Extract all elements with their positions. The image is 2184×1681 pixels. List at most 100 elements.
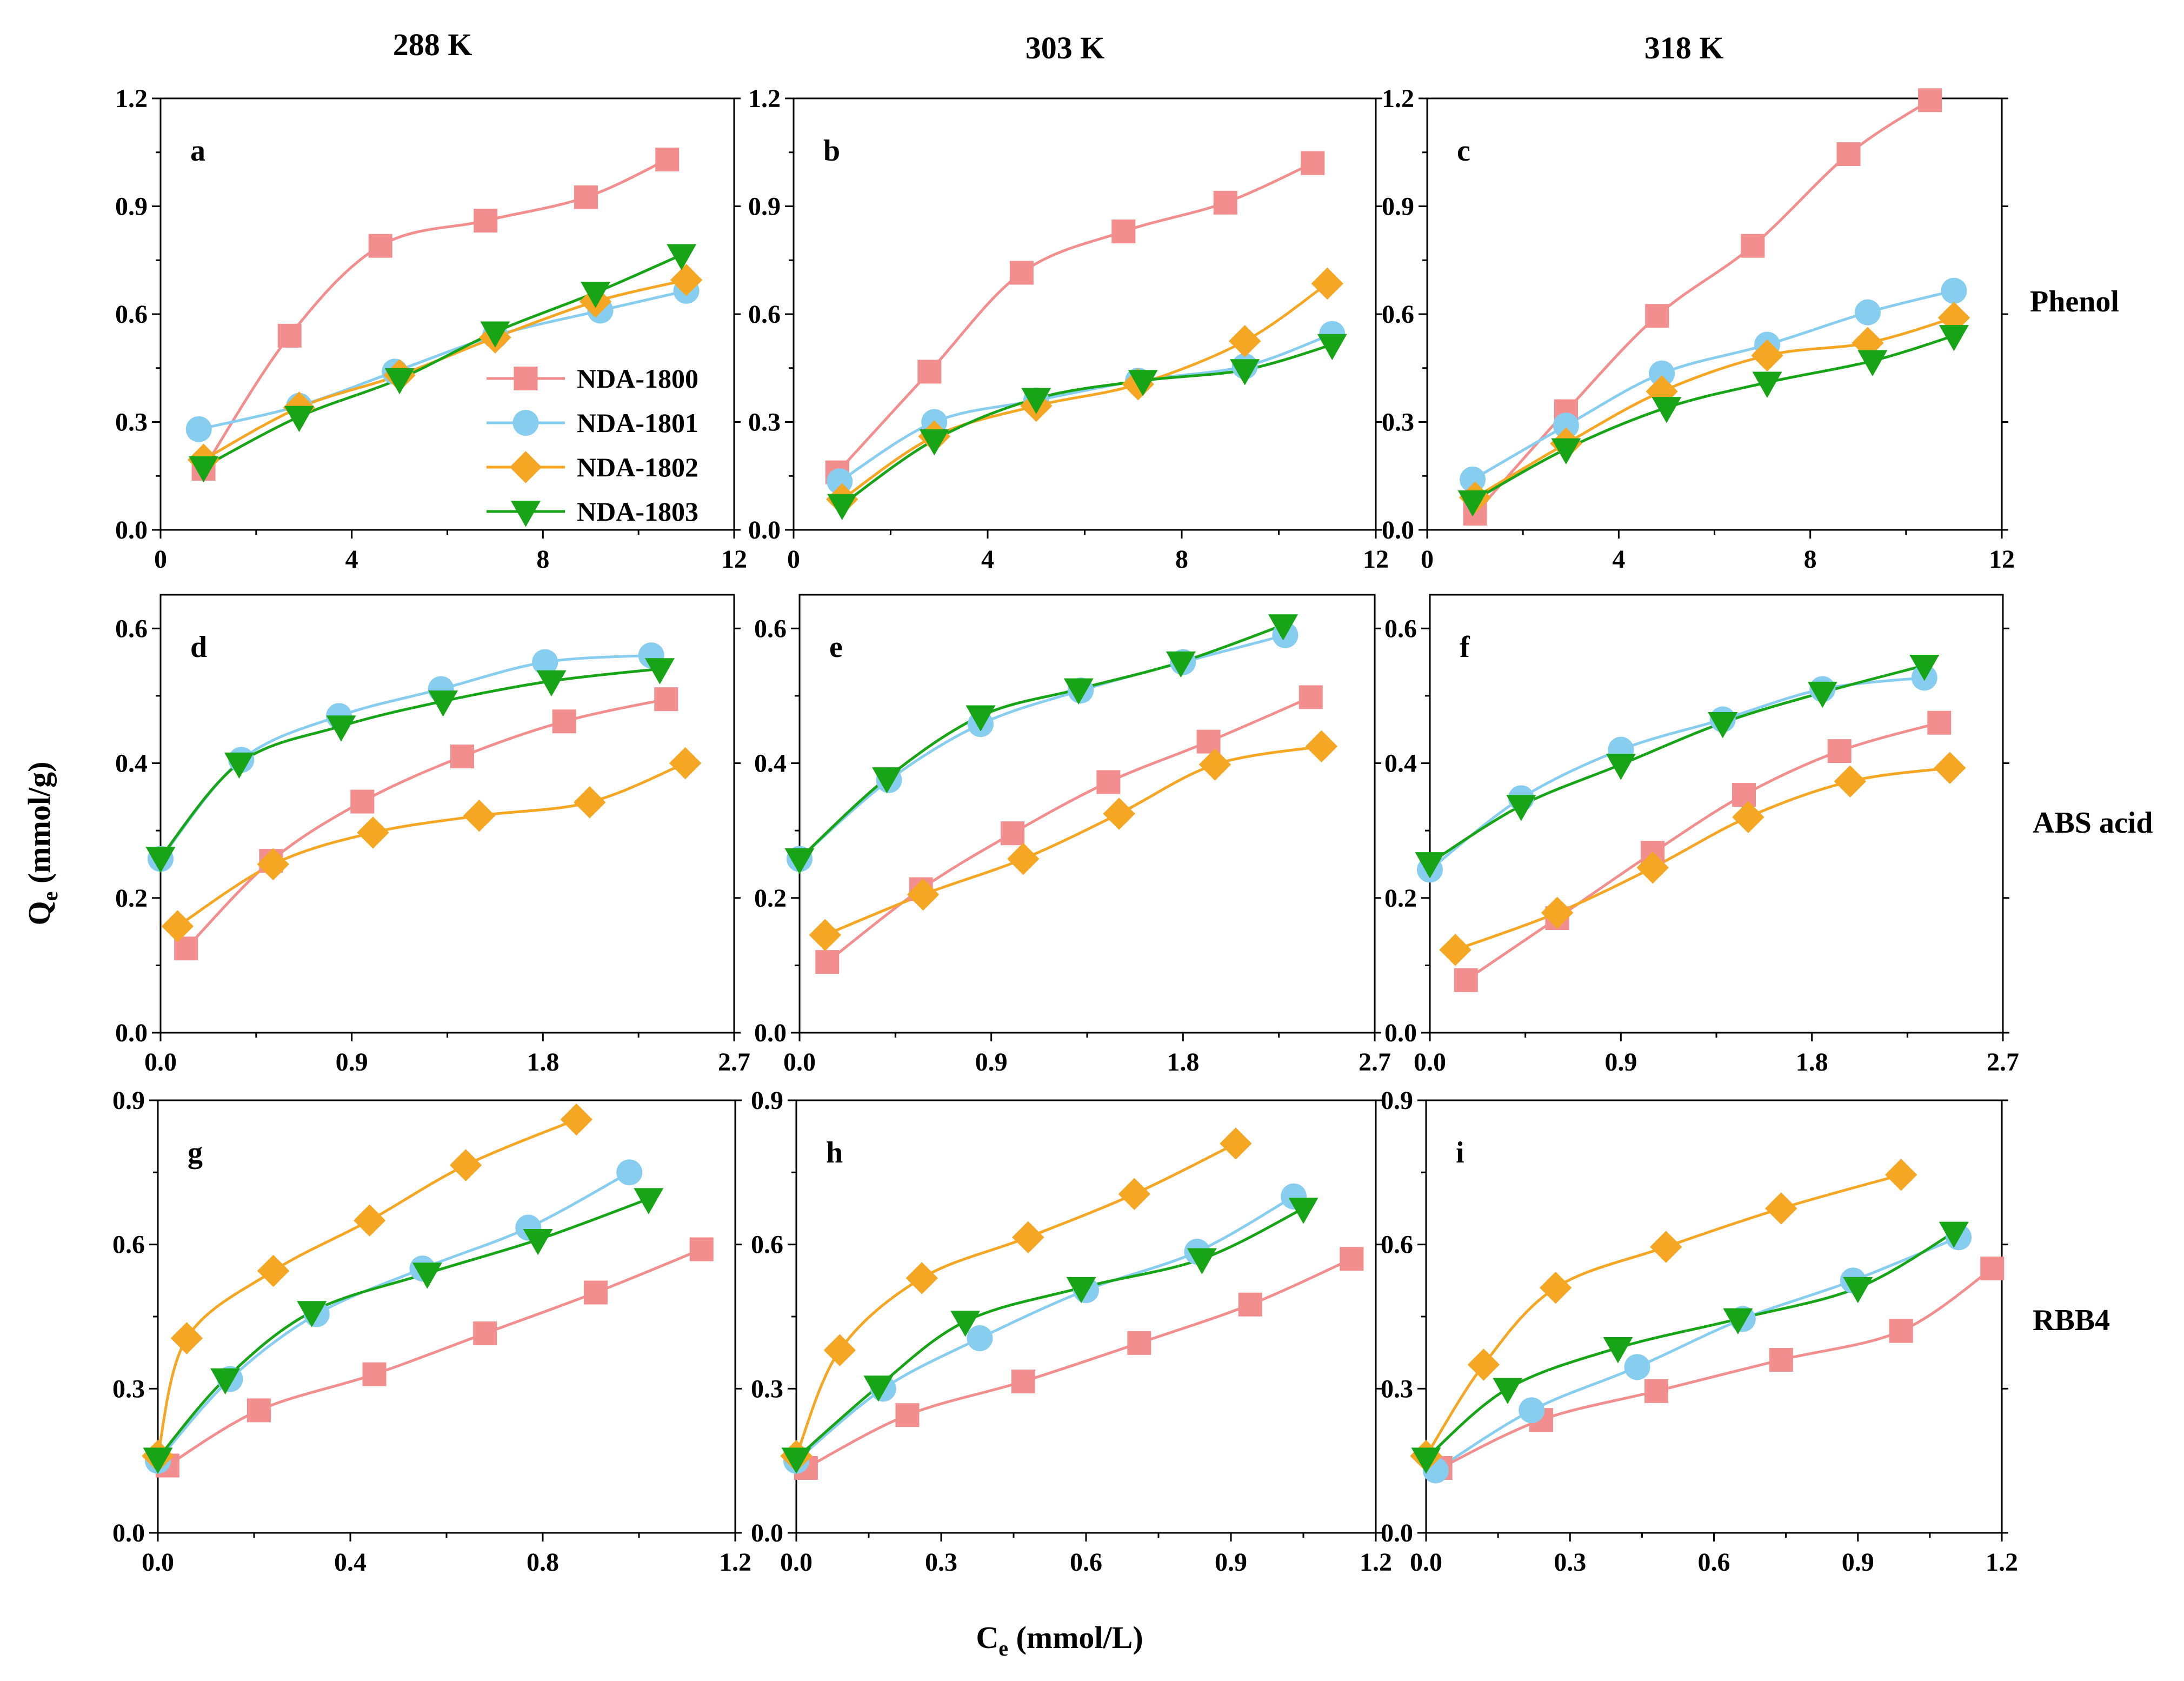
legend-item-nda-1800: NDA-1800 (487, 363, 698, 394)
panel-g: 0.0 0.4 0.8 1.2 0.0 0.3 0.6 0.9 g (112, 1086, 751, 1577)
data-point-nda-1803 (1288, 1198, 1319, 1224)
data-point-nda-1800 (1645, 304, 1669, 328)
legend-label: NDA-1802 (577, 452, 698, 482)
x-tick-label: 1.2 (719, 1548, 751, 1577)
data-point-nda-1800 (1009, 261, 1034, 285)
data-point-nda-1803 (1128, 370, 1158, 396)
legend-label: NDA-1801 (577, 408, 698, 438)
data-point-nda-1801 (616, 1159, 643, 1186)
x-tick-label: 0.9 (1842, 1548, 1874, 1577)
data-point-nda-1802 (1007, 842, 1040, 875)
data-point-nda-1803 (523, 1228, 553, 1255)
y-tick-label: 0.9 (751, 1086, 783, 1115)
data-point-nda-1803 (966, 705, 996, 732)
y-tick-label: 0.4 (115, 749, 148, 778)
x-tick-label: 8 (1804, 545, 1817, 574)
data-point-nda-1803 (1603, 1337, 1633, 1364)
data-point-nda-1800 (815, 950, 840, 974)
series-line-nda-1800 (836, 162, 1314, 474)
x-axis-title: Ce (mmol/L) (976, 1620, 1143, 1660)
x-tick-label: 0 (1421, 545, 1434, 574)
data-point-nda-1800 (362, 1362, 387, 1386)
panel-letter: e (829, 630, 843, 664)
data-point-nda-1802 (560, 1103, 592, 1136)
plot-frame (1425, 1099, 2003, 1534)
data-point-nda-1800 (689, 1237, 714, 1261)
data-point-nda-1801 (185, 416, 212, 442)
y-tick-label: 1.2 (1382, 84, 1414, 113)
y-tick-label: 0.9 (1382, 192, 1414, 221)
data-point-nda-1802 (1765, 1192, 1797, 1225)
data-point-nda-1800 (1454, 968, 1478, 992)
data-point-nda-1803 (412, 1263, 442, 1289)
data-point-nda-1800 (1011, 1370, 1035, 1393)
x-tick-label: 12 (721, 545, 747, 574)
panel-h: 0.0 0.3 0.6 0.9 1.2 0.0 0.3 0.6 0.9 h (751, 1086, 1392, 1577)
y-tick-label: 0.0 (115, 1019, 148, 1047)
data-point-nda-1801 (1854, 299, 1881, 325)
data-point-nda-1803 (536, 670, 567, 697)
data-point-nda-1802 (357, 816, 389, 849)
x-tick-label: 12 (1989, 545, 2015, 574)
data-point-nda-1802 (449, 1149, 482, 1181)
panel-letter: b (823, 134, 840, 168)
data-point-nda-1803 (581, 282, 611, 308)
y-tick-label: 0.2 (115, 884, 148, 913)
data-point-nda-1803 (1708, 712, 1738, 739)
y-tick-label: 0.3 (1381, 1374, 1413, 1403)
y-tick-label: 0.4 (754, 749, 787, 778)
data-point-nda-1803 (1063, 678, 1094, 705)
panels: 0 4 8 120.00.30.60.91.2a0 4 8 120.00.30.60.91.… (112, 84, 2019, 1577)
data-point-nda-1803 (297, 1301, 327, 1327)
data-point-nda-1800 (1340, 1247, 1364, 1271)
data-point-nda-1802 (1103, 798, 1135, 830)
data-point-nda-1802 (1732, 801, 1764, 833)
data-point-nda-1803 (872, 767, 902, 794)
row-labels: Phenol ABS acid RBB4 (2030, 285, 2153, 1337)
y-tick-label: 0.6 (1381, 1231, 1413, 1259)
data-point-nda-1803 (1415, 852, 1445, 879)
data-point-nda-1800 (1238, 1292, 1262, 1317)
legend-item-nda-1803: NDA-1803 (487, 496, 698, 527)
data-point-nda-1802 (823, 1334, 856, 1366)
plot-frame (795, 1099, 1377, 1534)
data-point-nda-1801 (967, 1325, 993, 1351)
data-point-nda-1802 (1220, 1127, 1252, 1160)
series-line-nda-1802 (156, 1118, 577, 1457)
panel-a: 0 4 8 12 0.0 0.3 0.6 0.9 1.2 a (115, 84, 747, 574)
series-line-nda-1803 (798, 623, 1284, 860)
x-tick-label: 0.0 (780, 1548, 813, 1577)
data-point-nda-1802 (1541, 896, 1574, 929)
series-line-nda-1801 (838, 333, 1333, 483)
data-point-nda-1800 (474, 209, 498, 233)
data-point-nda-1802 (1650, 1231, 1682, 1263)
panel-letter: h (826, 1136, 843, 1170)
data-point-nda-1803 (1268, 614, 1299, 641)
x-tick-label: 1.8 (1796, 1048, 1828, 1077)
y-tick-label: 0.0 (112, 1519, 145, 1547)
data-point-nda-1803 (1411, 1447, 1441, 1474)
data-point-nda-1802 (1439, 934, 1471, 966)
data-point-nda-1803 (781, 1447, 811, 1474)
data-point-nda-1803 (1506, 795, 1536, 821)
x-tick-label: 0.0 (142, 1548, 174, 1577)
legend-marker (514, 367, 538, 390)
plot-frame (798, 594, 1376, 1034)
series-line-nda-1800 (1440, 1267, 1993, 1470)
data-point-nda-1800 (1644, 1379, 1668, 1403)
series-line-nda-1803 (157, 1197, 649, 1459)
data-point-nda-1803 (1066, 1277, 1096, 1304)
data-point-nda-1802 (1539, 1271, 1572, 1304)
data-point-nda-1800 (1096, 770, 1121, 794)
data-point-nda-1802 (669, 747, 702, 780)
panel-d: 0.0 0.9 1.8 2.7 0.0 0.2 0.4 0.6 d (115, 594, 750, 1077)
data-point-nda-1803 (1606, 754, 1636, 780)
x-tick-label: 0.9 (975, 1048, 1008, 1077)
data-point-nda-1800 (654, 687, 678, 712)
legend-item-nda-1801: NDA-1801 (487, 408, 698, 438)
panel-letter: d (190, 630, 207, 664)
x-tick-label: 0.0 (144, 1048, 177, 1077)
col-title-288k: 288 K (393, 27, 472, 62)
data-point-nda-1800 (473, 1321, 497, 1346)
x-tick-label: 0.3 (925, 1548, 957, 1577)
